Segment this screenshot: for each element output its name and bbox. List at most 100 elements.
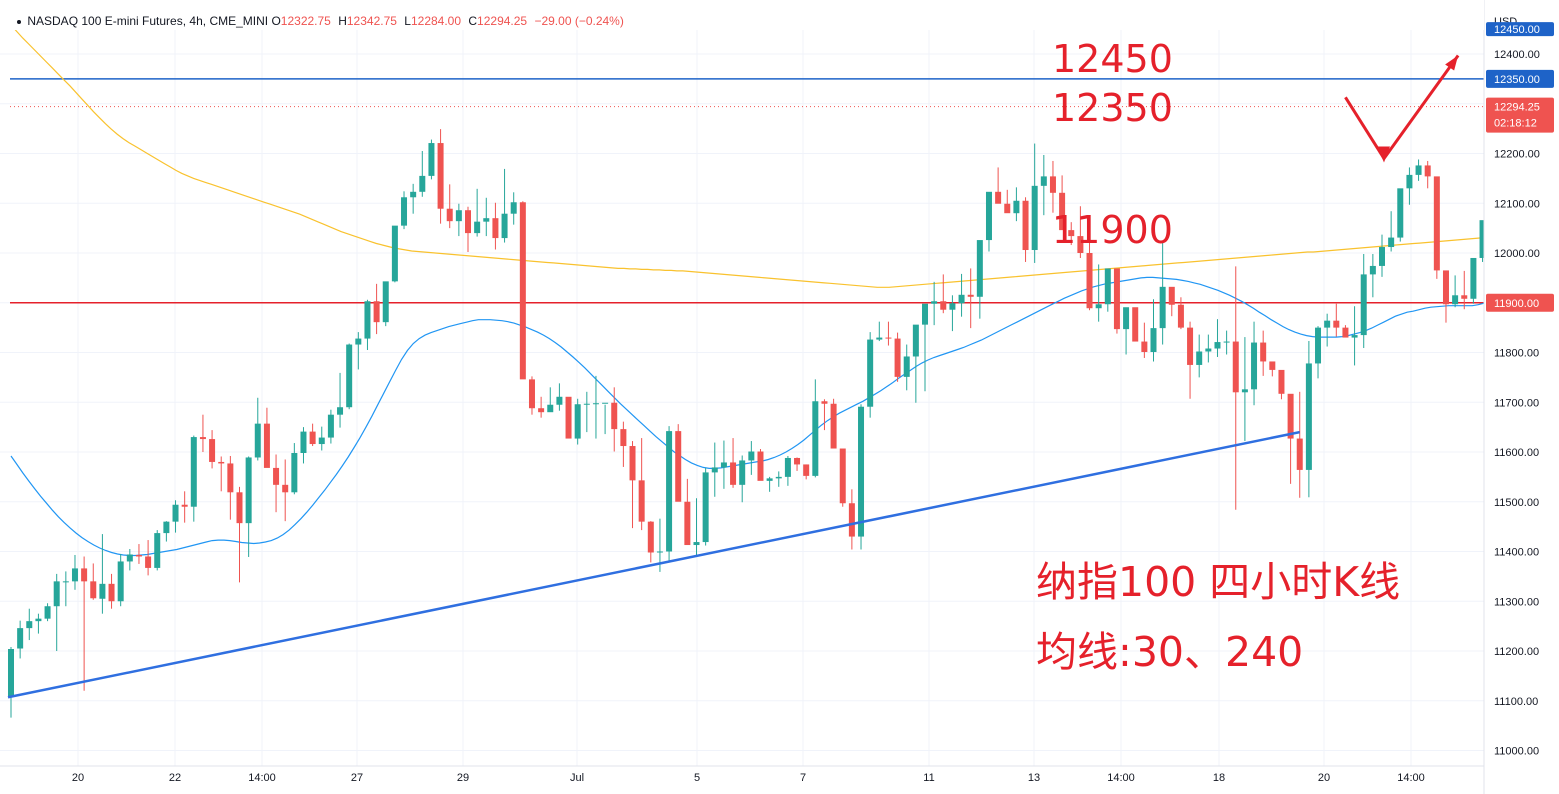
timeframe: 4h <box>189 14 203 28</box>
candle-body <box>1305 363 1312 470</box>
arrowhead-icon <box>1445 55 1459 71</box>
open-label: O <box>271 14 281 28</box>
candle-body <box>1113 268 1120 330</box>
candle-body <box>291 452 298 493</box>
candle-body <box>273 467 280 485</box>
price-tick-label: 11200.00 <box>1494 646 1539 658</box>
candle-body <box>346 344 353 408</box>
candle-body <box>666 431 673 552</box>
candle-body <box>976 240 983 297</box>
candle-body <box>227 463 234 493</box>
candle-body <box>711 467 718 473</box>
candle-body <box>574 404 581 439</box>
price-tick-label: 12100.00 <box>1494 198 1540 210</box>
candle-body <box>218 461 225 464</box>
candle-body <box>318 437 325 445</box>
candle-body <box>1177 304 1184 328</box>
horizontal-levels[interactable] <box>10 28 1484 304</box>
forecast-arrow-layer[interactable] <box>1344 54 1460 163</box>
candle-body <box>474 221 481 234</box>
legend-background <box>0 0 1484 30</box>
candle-body <box>949 303 956 310</box>
price-marker-box <box>1486 69 1554 88</box>
price-tick-label: 11700.00 <box>1494 397 1539 409</box>
candle-body <box>1461 295 1468 299</box>
open-value: 12322.75 <box>280 14 331 28</box>
candle-body <box>1351 335 1358 338</box>
candle-body <box>1013 200 1020 214</box>
trendline-layer[interactable] <box>7 430 1300 699</box>
candle-body <box>583 403 590 405</box>
candle-body <box>1022 200 1029 251</box>
candles <box>8 74 1532 718</box>
candle-body <box>547 404 554 413</box>
candle-body <box>867 339 874 407</box>
time-axis[interactable]: 20 22 14:00 27 29 Jul 5 7 11 13 14:00 18 20 14:00 <box>0 765 1484 784</box>
candle-body <box>501 213 508 239</box>
candle-body <box>263 423 270 468</box>
candle-body <box>446 208 453 222</box>
candle-body <box>90 581 97 599</box>
candle-body <box>1223 341 1230 343</box>
candle-body <box>62 581 69 583</box>
candle-body <box>1123 307 1130 330</box>
candle-body <box>556 396 563 405</box>
candle-body <box>620 429 627 447</box>
candle-body <box>684 501 691 546</box>
candle-body <box>1187 327 1194 365</box>
candle-body <box>1168 286 1175 305</box>
candle-body <box>117 561 124 602</box>
candle-body <box>1059 192 1066 231</box>
candle-body <box>8 649 14 697</box>
candle-body <box>1424 165 1431 177</box>
candle-body <box>757 451 764 481</box>
caption-moving-averages: 均线:30、240 <box>1036 628 1303 676</box>
candle-body <box>1342 327 1349 338</box>
candle-body <box>656 551 663 553</box>
time-tick-label: 27 <box>351 772 363 784</box>
price-tick-label: 12000.00 <box>1494 248 1540 260</box>
time-tick-label: Jul <box>570 772 584 784</box>
candle-body <box>465 210 471 234</box>
candle-body <box>1369 265 1376 275</box>
candle-body <box>748 451 755 461</box>
candle-body <box>528 379 535 409</box>
candle-body <box>419 175 426 192</box>
candle-body <box>382 281 389 323</box>
candle-body <box>922 303 928 325</box>
candle-body <box>209 439 216 462</box>
candle-body <box>1324 320 1331 328</box>
candle-body <box>538 408 545 413</box>
annotation-11900: 11900 <box>1052 208 1173 252</box>
candle-body <box>647 521 654 553</box>
candle-body <box>401 197 408 226</box>
low-value: 12284.00 <box>410 14 462 28</box>
price-tick-label: 12200.00 <box>1494 149 1540 161</box>
time-tick-label: 18 <box>1213 772 1225 784</box>
symbol-legend[interactable]: NASDAQ 100 E-mini Futures, 4h, CME_MINI … <box>14 14 624 28</box>
candle-body <box>1086 253 1093 309</box>
candle-body <box>1442 270 1449 305</box>
candle-body <box>775 476 782 479</box>
candle-body <box>26 621 33 629</box>
annotation-12450: 12450 <box>1052 37 1173 81</box>
exchange: CME_MINI <box>209 14 269 28</box>
candle-body <box>1333 320 1340 328</box>
candle-body <box>885 337 892 339</box>
time-tick-label: 11 <box>923 772 934 784</box>
candle-body <box>995 191 1002 204</box>
candle-body <box>821 401 828 404</box>
ma240-line <box>10 24 1538 288</box>
candle-body <box>410 191 417 198</box>
candle-body <box>638 480 645 522</box>
legend-dot-icon <box>17 19 21 24</box>
price-marker-label: 12450.00 <box>1494 24 1540 36</box>
time-tick-label: 14:00 <box>248 772 276 784</box>
candle-body <box>967 294 974 297</box>
candle-body <box>355 338 362 345</box>
candle-body <box>1196 351 1203 365</box>
candle-body <box>1159 286 1166 329</box>
candle-body <box>1214 342 1221 349</box>
candle-body <box>99 583 106 599</box>
